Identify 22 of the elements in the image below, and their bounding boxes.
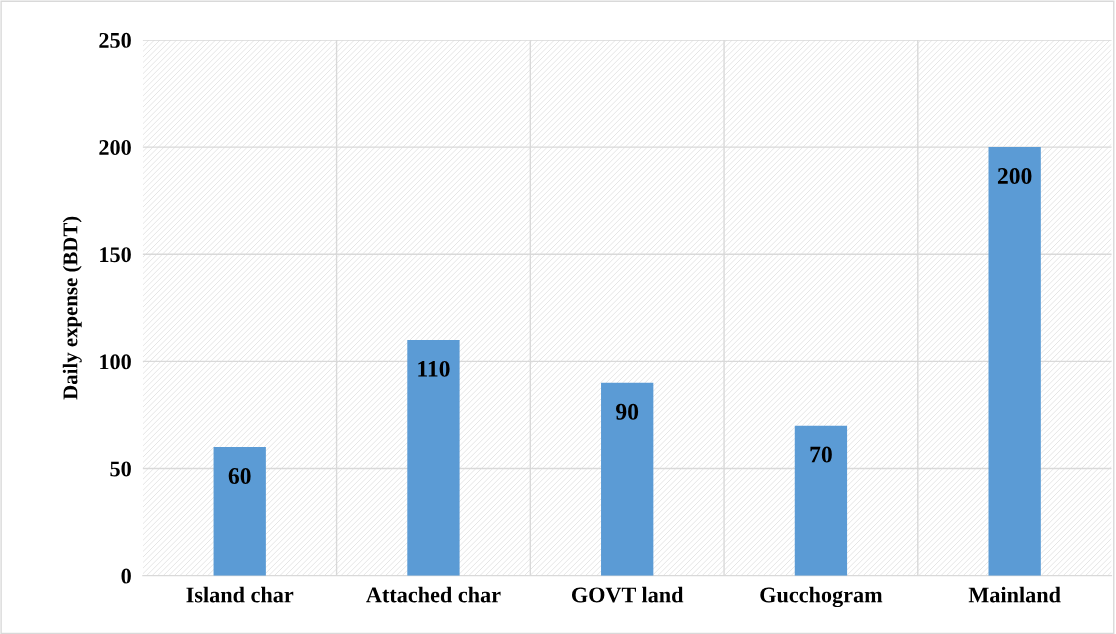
bar [988,147,1041,576]
x-tick-label: Gucchogram [760,586,883,608]
y-tick-label: 250 [99,32,131,48]
data-label: 70 [810,446,832,463]
x-tick-label: Island char [186,586,294,603]
y-tick-label: 0 [121,568,131,584]
x-tick-label: Attached char [366,586,501,603]
data-label: 110 [418,360,450,377]
y-tick-label: 50 [110,461,131,477]
bar [601,382,654,576]
y-tick-label: 150 [100,247,131,263]
bar [407,339,460,576]
y-tick-label: 100 [100,354,131,370]
data-label: 90 [616,403,639,420]
data-label: 200 [997,168,1032,184]
y-tick-label: 200 [99,140,131,156]
x-tick-label: GOVT land [571,586,684,603]
data-label: 60 [228,468,251,484]
bar [213,447,266,576]
bar [794,425,848,576]
x-tick-label: Mainland [968,586,1061,603]
y-axis-title: Daily expense (BDT) [62,216,82,400]
